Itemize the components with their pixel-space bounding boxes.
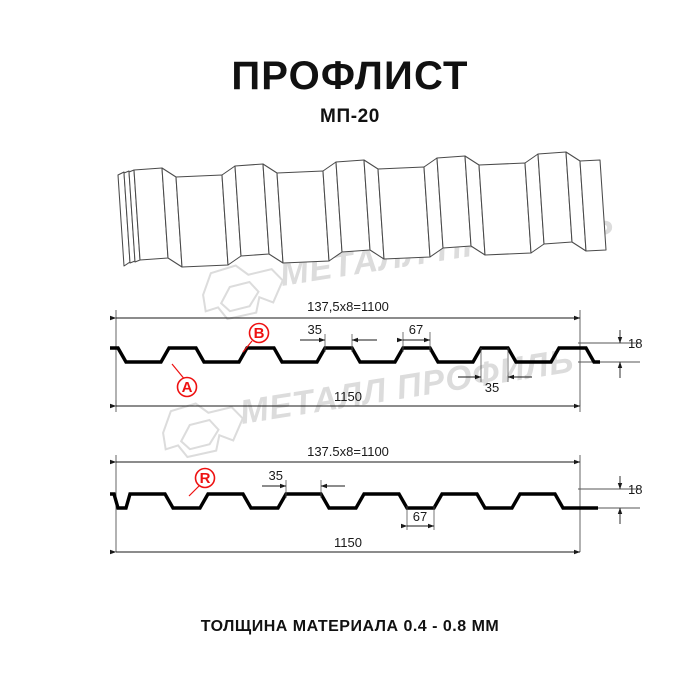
marker-circle-a (176, 376, 198, 398)
section-top-group: 137,5x8=1100 1150 35 67 (110, 299, 642, 412)
marker-label-r: R (200, 470, 211, 487)
dimension-label-18-bottom: 18 (628, 482, 642, 497)
marker-label-b: B (254, 325, 265, 342)
dimension-label-67-top: 67 (409, 322, 423, 337)
dimension-label-1150-top: 1150 (334, 389, 362, 404)
dimension-label-67-bottom: 67 (413, 509, 427, 524)
dimension-label-1150-bottom: 1150 (334, 535, 362, 550)
marker-circle-b (248, 322, 270, 344)
section-bottom-group: 137.5x8=1100 1150 35 67 (110, 444, 642, 555)
leader-line-b (242, 340, 253, 353)
profile-section-top (110, 346, 600, 364)
marker-circle-r (194, 467, 216, 489)
marker-label-a: A (182, 379, 193, 396)
dimension-label-35-bottom: 35 (269, 468, 283, 483)
dimension-label-137-top: 137,5x8=1100 (307, 299, 389, 314)
dimension-label-137-bottom: 137.5x8=1100 (307, 444, 389, 459)
leader-line-r (188, 485, 200, 497)
dimension-label-18-top: 18 (628, 336, 642, 351)
material-thickness-caption: ТОЛЩИНА МАТЕРИАЛА 0.4 - 0.8 ММ (200, 618, 500, 635)
profile-section-bottom (110, 492, 598, 510)
dimension-label-35-top-lower: 35 (485, 380, 499, 395)
dimension-label-35-top: 35 (308, 322, 322, 337)
